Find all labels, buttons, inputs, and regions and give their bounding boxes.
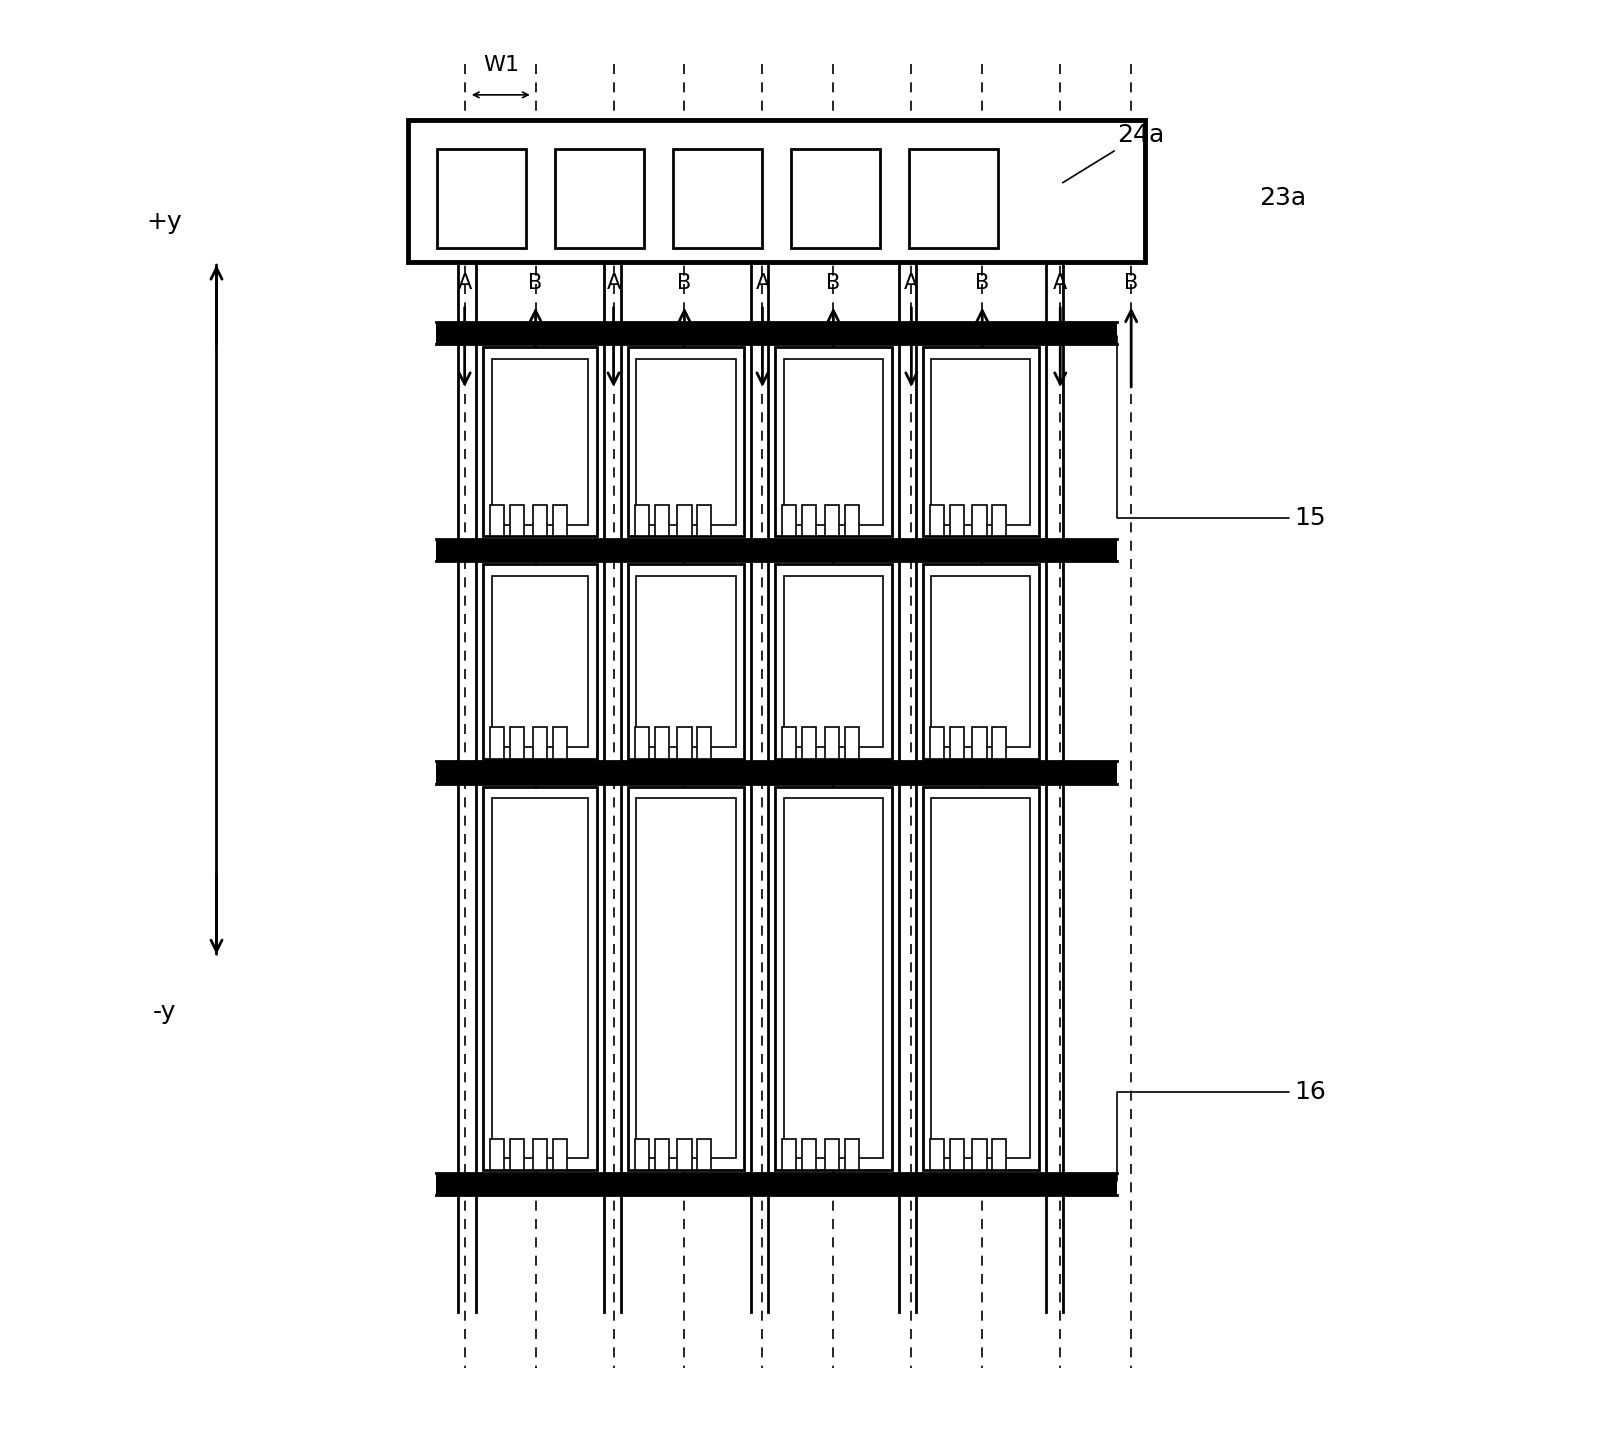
Bar: [845, 727, 858, 759]
Bar: [931, 504, 943, 536]
Bar: [436, 322, 1117, 345]
Bar: [931, 358, 1030, 524]
Bar: [489, 727, 504, 759]
Bar: [491, 798, 588, 1158]
Bar: [634, 1138, 649, 1170]
Bar: [802, 1138, 816, 1170]
Bar: [792, 149, 881, 248]
Text: A: A: [905, 274, 918, 294]
Bar: [697, 504, 712, 536]
Text: A: A: [755, 274, 770, 294]
Bar: [802, 727, 816, 759]
Bar: [824, 727, 839, 759]
Bar: [673, 149, 762, 248]
Bar: [655, 727, 668, 759]
Bar: [845, 504, 858, 536]
Text: +y: +y: [147, 211, 182, 233]
Bar: [533, 1138, 547, 1170]
Bar: [992, 1138, 1006, 1170]
Text: A: A: [607, 274, 621, 294]
Bar: [634, 727, 649, 759]
Bar: [533, 504, 547, 536]
Bar: [510, 727, 525, 759]
Bar: [697, 1138, 712, 1170]
Bar: [628, 348, 744, 536]
Bar: [784, 798, 882, 1158]
Bar: [931, 1138, 943, 1170]
Text: B: B: [678, 274, 692, 294]
Bar: [636, 798, 736, 1158]
Bar: [491, 358, 588, 524]
Bar: [636, 358, 736, 524]
Bar: [782, 1138, 797, 1170]
Bar: [910, 149, 998, 248]
Bar: [533, 727, 547, 759]
Bar: [824, 1138, 839, 1170]
Bar: [950, 504, 964, 536]
Bar: [992, 727, 1006, 759]
Text: A: A: [457, 274, 472, 294]
Bar: [436, 538, 1117, 561]
Bar: [489, 504, 504, 536]
Bar: [555, 149, 644, 248]
Bar: [655, 1138, 668, 1170]
Bar: [678, 504, 692, 536]
Bar: [436, 1173, 1117, 1196]
Bar: [510, 504, 525, 536]
Bar: [776, 564, 892, 759]
Bar: [923, 788, 1038, 1170]
Bar: [931, 798, 1030, 1158]
Bar: [636, 576, 736, 748]
Bar: [438, 149, 526, 248]
Bar: [628, 788, 744, 1170]
Text: A: A: [1053, 274, 1067, 294]
Bar: [931, 576, 1030, 748]
Bar: [628, 564, 744, 759]
Bar: [489, 1138, 504, 1170]
Bar: [776, 788, 892, 1170]
Bar: [992, 504, 1006, 536]
Bar: [972, 727, 987, 759]
Bar: [483, 564, 597, 759]
Bar: [931, 727, 943, 759]
Text: B: B: [528, 274, 543, 294]
Bar: [552, 1138, 567, 1170]
Bar: [491, 576, 588, 748]
Bar: [483, 788, 597, 1170]
Bar: [802, 504, 816, 536]
Bar: [784, 358, 882, 524]
Bar: [697, 727, 712, 759]
Bar: [784, 576, 882, 748]
Bar: [845, 1138, 858, 1170]
Bar: [824, 504, 839, 536]
Bar: [776, 348, 892, 536]
Bar: [483, 348, 597, 536]
Text: 15: 15: [1117, 337, 1327, 530]
Bar: [407, 120, 1145, 262]
Bar: [634, 504, 649, 536]
Bar: [782, 504, 797, 536]
Text: B: B: [826, 274, 840, 294]
Bar: [950, 1138, 964, 1170]
Text: 23a: 23a: [1259, 186, 1306, 211]
Bar: [782, 727, 797, 759]
Text: B: B: [976, 274, 990, 294]
Bar: [972, 504, 987, 536]
Text: -y: -y: [153, 1000, 175, 1024]
Text: W1: W1: [483, 54, 520, 74]
Text: B: B: [1124, 274, 1138, 294]
Bar: [552, 727, 567, 759]
Bar: [950, 727, 964, 759]
Bar: [436, 762, 1117, 785]
Bar: [923, 348, 1038, 536]
Bar: [972, 1138, 987, 1170]
Text: 16: 16: [1117, 1080, 1327, 1181]
Bar: [552, 504, 567, 536]
Bar: [923, 564, 1038, 759]
Text: 24a: 24a: [1063, 123, 1164, 183]
Bar: [655, 504, 668, 536]
Bar: [678, 1138, 692, 1170]
Bar: [678, 727, 692, 759]
Bar: [510, 1138, 525, 1170]
